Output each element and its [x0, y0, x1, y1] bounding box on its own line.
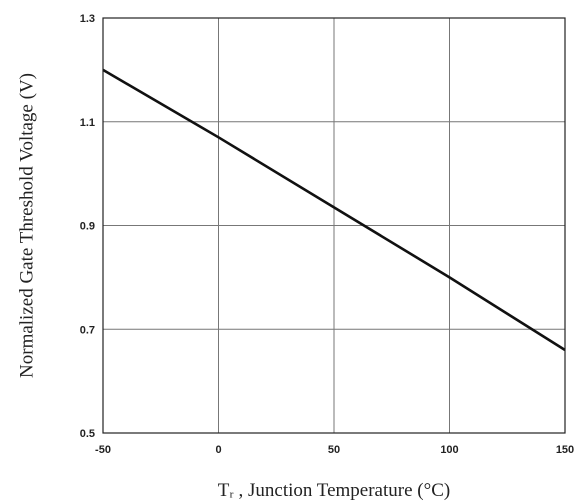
x-tick-label: 100 [440, 444, 458, 456]
y-tick-label: 1.1 [80, 117, 95, 129]
x-tick-label: -50 [95, 444, 111, 456]
y-axis-title: Normalized Gate Threshold Voltage (V) [16, 73, 37, 378]
plot-frame [102, 17, 566, 434]
series-line [102, 68, 566, 352]
x-tick-label: 0 [215, 444, 221, 456]
x-tick-labels: -50 0 50 100 150 [95, 444, 574, 456]
x-axis-title: Tᵣ , Junction Temperature (°C) [218, 480, 450, 501]
x-tick-label: 150 [556, 444, 574, 456]
y-tick-labels: 0.5 0.7 0.9 1.1 1.3 [80, 13, 95, 440]
y-tick-label: 0.5 [80, 428, 95, 440]
grid-lines [102, 17, 566, 434]
x-tick-label: 50 [328, 444, 340, 456]
y-tick-label: 0.7 [80, 324, 95, 336]
y-tick-label: 1.3 [80, 13, 95, 25]
y-tick-label: 0.9 [80, 221, 95, 233]
data-series [102, 68, 566, 352]
